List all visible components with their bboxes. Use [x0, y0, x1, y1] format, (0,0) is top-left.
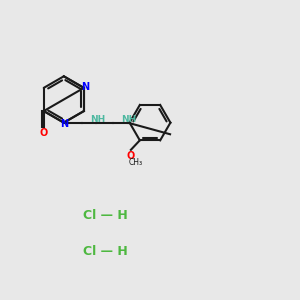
Text: N: N — [81, 82, 89, 92]
Text: N: N — [60, 119, 68, 129]
Text: O: O — [40, 128, 48, 138]
Text: CH₃: CH₃ — [128, 158, 142, 167]
Text: Cl — H: Cl — H — [83, 209, 128, 222]
Text: NH: NH — [90, 115, 106, 124]
Text: Cl — H: Cl — H — [83, 244, 128, 258]
Text: O: O — [127, 151, 135, 161]
Text: NH: NH — [122, 115, 137, 124]
